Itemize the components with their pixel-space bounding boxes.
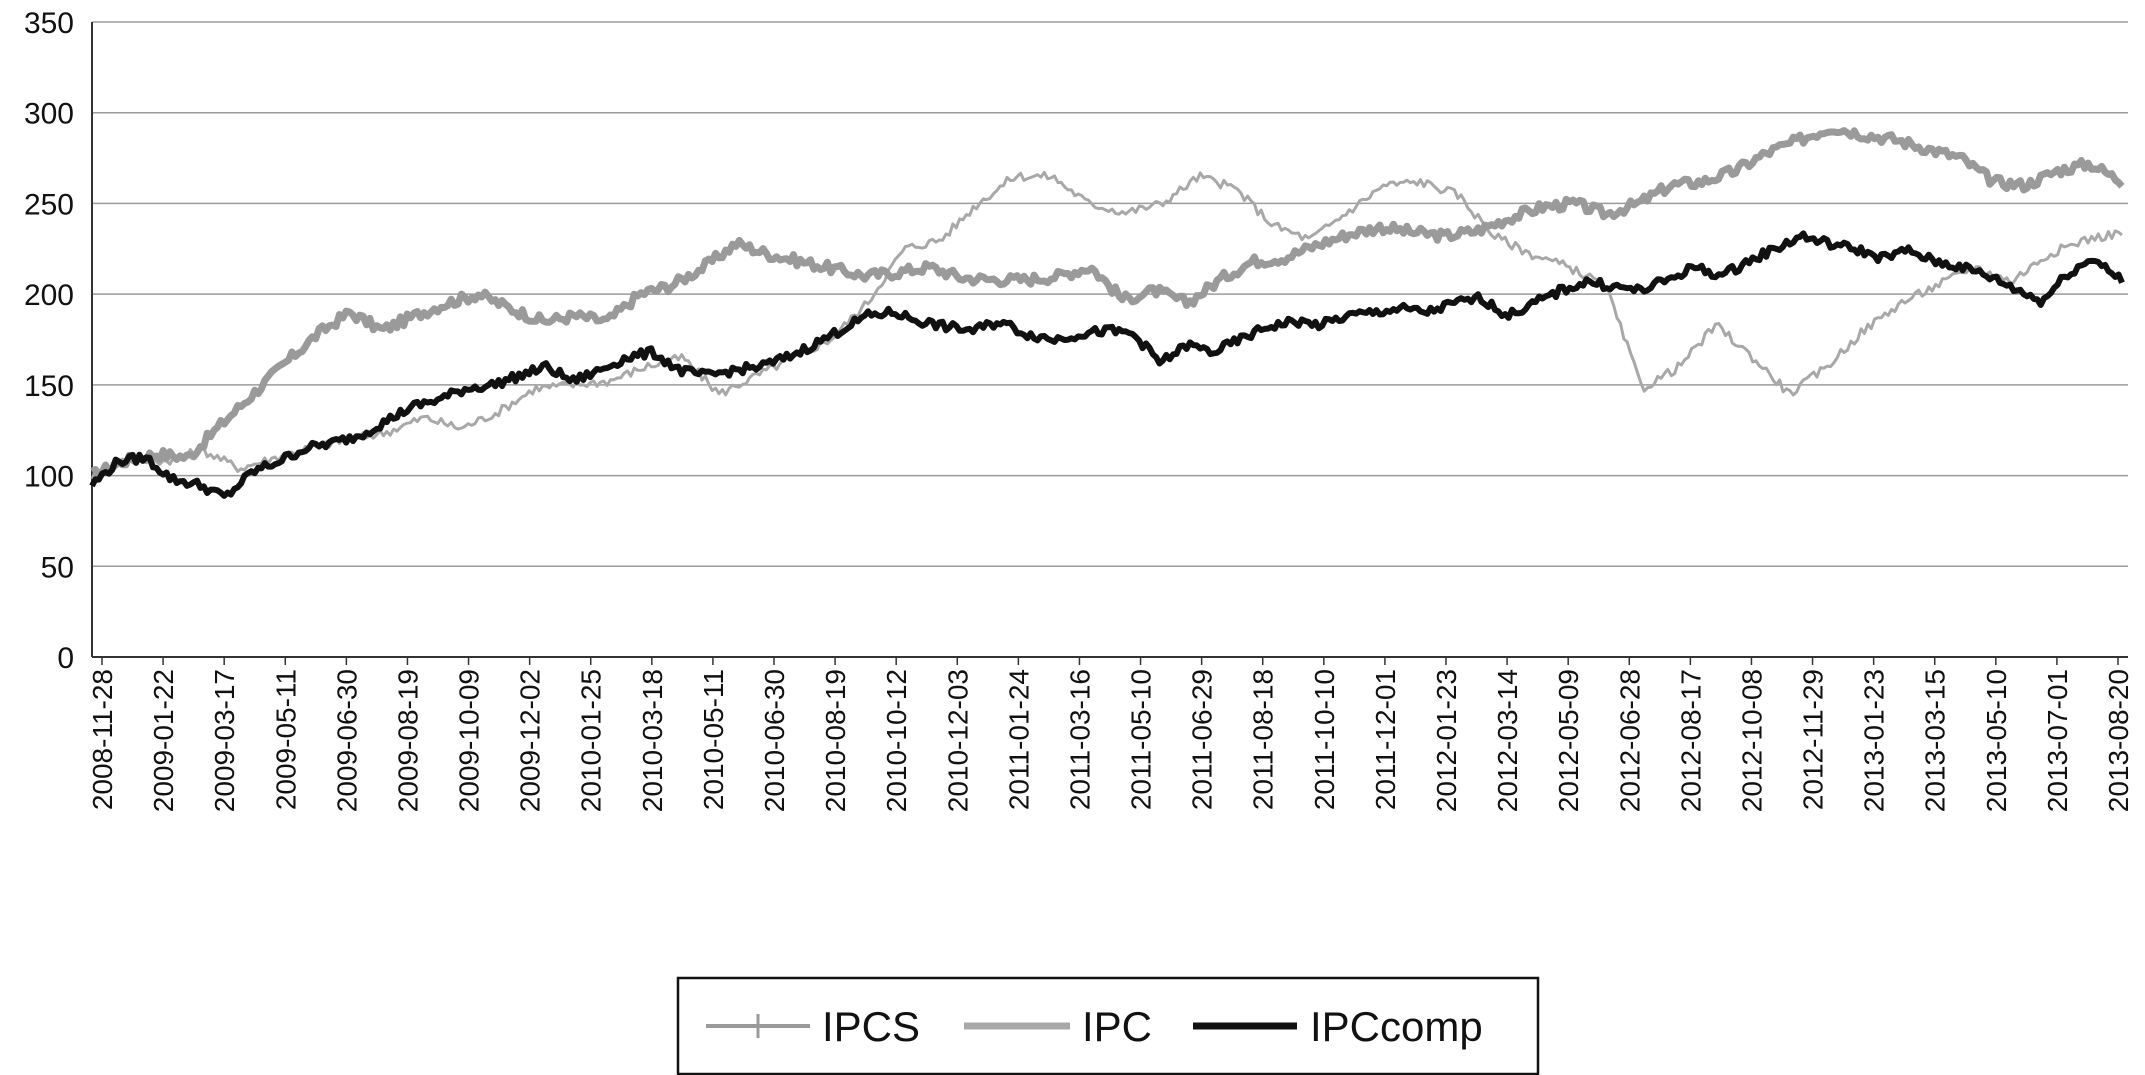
x-tick-label: 2012-06-28 bbox=[1614, 669, 1645, 812]
x-tick-label: 2012-05-09 bbox=[1553, 669, 1584, 812]
x-tick-label: 2011-05-10 bbox=[1126, 669, 1157, 810]
plot-area bbox=[89, 127, 2125, 499]
series-line-ipccomp bbox=[89, 230, 2125, 499]
y-tick-label: 100 bbox=[24, 461, 74, 494]
y-tick-label: 200 bbox=[24, 279, 74, 312]
legend-box bbox=[676, 976, 1540, 1075]
x-tick-label: 2010-12-03 bbox=[942, 669, 973, 812]
x-tick-label: 2011-06-29 bbox=[1187, 669, 1218, 810]
y-tick-label: 250 bbox=[24, 188, 74, 221]
x-tick-label: 2010-01-25 bbox=[576, 669, 607, 812]
x-tick-label: 2011-03-16 bbox=[1064, 669, 1095, 810]
series-line-ipc bbox=[90, 170, 2123, 480]
x-tick-label: 2012-03-14 bbox=[1492, 669, 1523, 812]
x-tick-label: 2012-08-17 bbox=[1675, 669, 1706, 812]
x-tick-label: 2010-05-11 bbox=[698, 669, 729, 810]
x-tick-label: 2009-01-22 bbox=[148, 669, 179, 812]
x-tick-label: 2010-03-18 bbox=[637, 669, 668, 812]
legend: IPCS IPC IPCcomp bbox=[676, 976, 1540, 1075]
x-tick-label: 2013-03-15 bbox=[1920, 669, 1951, 812]
y-tick-label: 0 bbox=[57, 642, 74, 675]
x-tick-label: 2012-10-08 bbox=[1736, 669, 1767, 812]
legend-label-ipccomp: IPCcomp bbox=[1310, 1003, 1483, 1050]
x-tick-label: 2008-11-28 bbox=[87, 669, 118, 810]
legend-label-ipcs: IPCS bbox=[822, 1003, 920, 1050]
x-tick-label: 2011-08-18 bbox=[1248, 669, 1279, 810]
y-axis: 0 50 100 150 200 250 300 350 bbox=[24, 7, 93, 675]
x-tick-label: 2013-05-10 bbox=[1981, 669, 2012, 812]
x-tick-label: 2010-06-30 bbox=[759, 669, 790, 812]
x-tick-label: 2009-03-17 bbox=[209, 669, 240, 812]
x-tick-label: 2010-10-12 bbox=[881, 669, 912, 812]
x-tick-label: 2011-12-01 bbox=[1370, 669, 1401, 810]
y-tick-label: 150 bbox=[24, 370, 74, 403]
y-tick-label: 350 bbox=[24, 7, 74, 40]
y-tick-label: 300 bbox=[24, 98, 74, 131]
series-line-ipcs bbox=[90, 127, 2125, 481]
x-tick-label: 2010-08-19 bbox=[820, 669, 851, 812]
x-tick-label: 2013-01-23 bbox=[1859, 669, 1890, 812]
x-tick-label: 2012-11-29 bbox=[1798, 669, 1829, 810]
x-tick-label: 2011-10-10 bbox=[1309, 669, 1340, 810]
x-tick-label: 2009-12-02 bbox=[515, 669, 546, 812]
x-tick-label: 2009-05-11 bbox=[270, 669, 301, 810]
x-tick-label: 2013-08-20 bbox=[2103, 669, 2134, 812]
x-tick-label: 2009-06-30 bbox=[331, 669, 362, 812]
x-axis: 2008-11-28 2009-01-22 2009-03-17 2009-05-11… bbox=[87, 656, 2134, 812]
legend-label-ipc: IPC bbox=[1082, 1003, 1152, 1050]
x-tick-label: 2009-08-19 bbox=[392, 669, 423, 812]
x-tick-label: 2011-01-24 bbox=[1003, 669, 1034, 810]
x-tick-label: 2013-07-01 bbox=[2042, 669, 2073, 812]
gridlines bbox=[92, 21, 2128, 658]
y-tick-label: 50 bbox=[41, 551, 74, 584]
x-tick-label: 2012-01-23 bbox=[1431, 669, 1462, 812]
x-tick-label: 2009-10-09 bbox=[454, 669, 485, 812]
